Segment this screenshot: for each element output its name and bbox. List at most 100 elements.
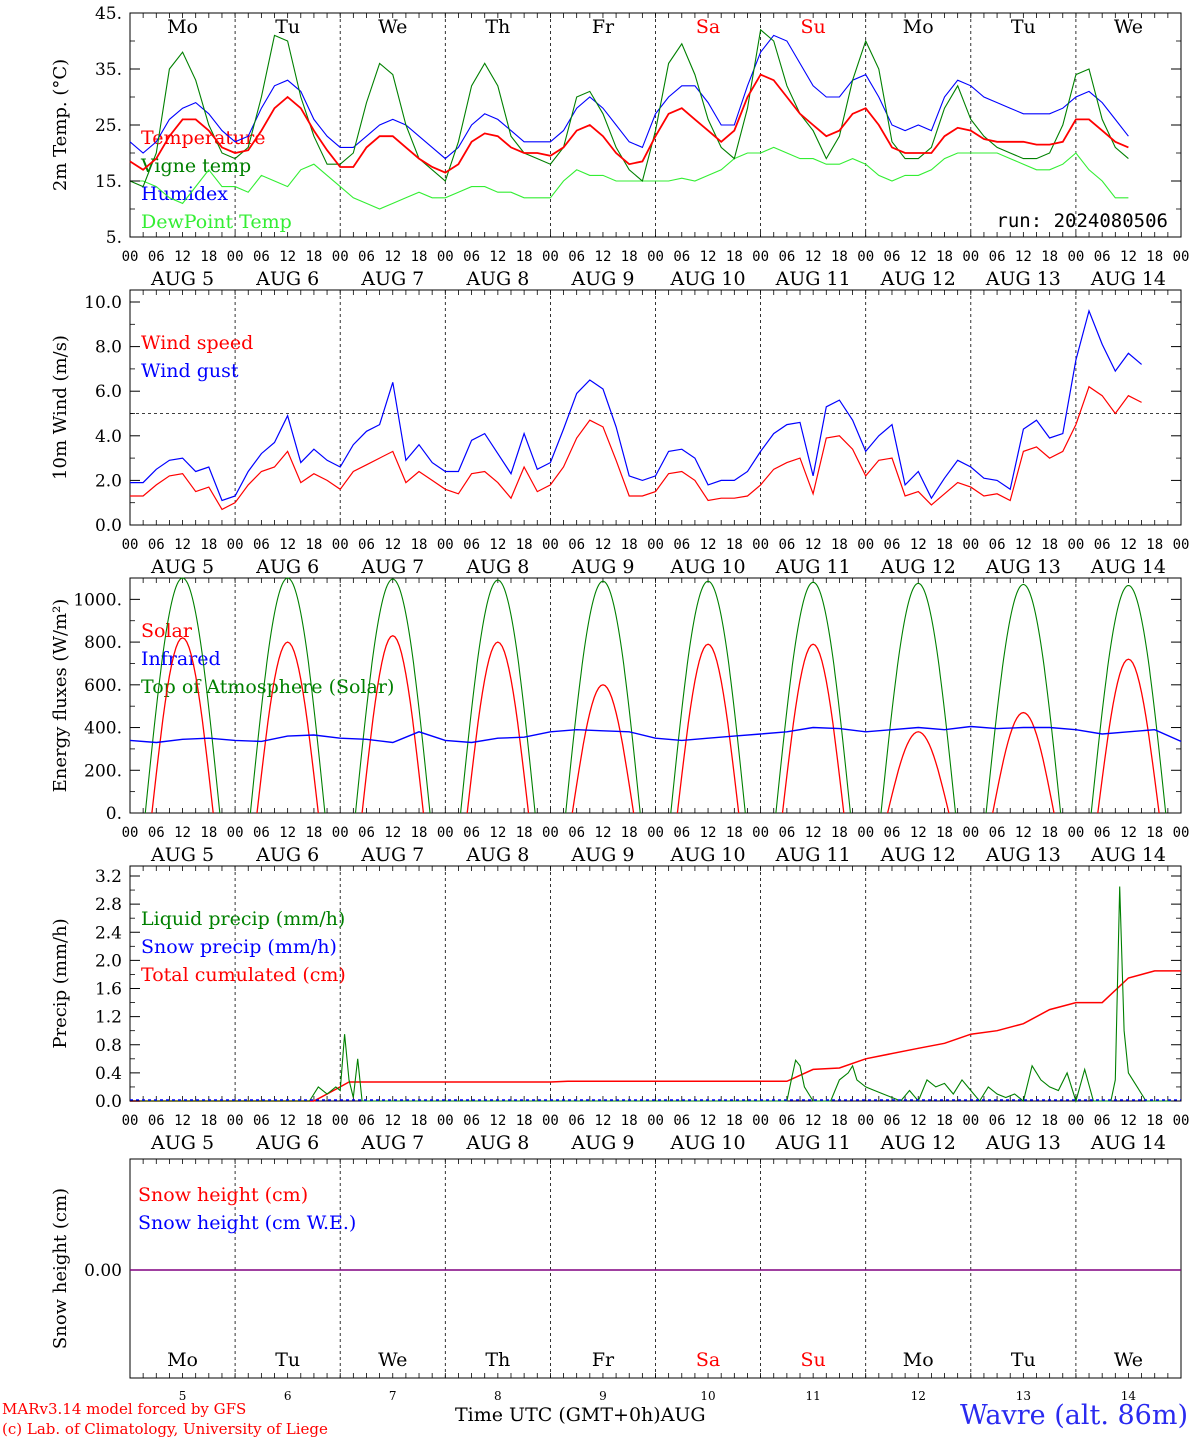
- date-label: AUG 7: [360, 844, 424, 866]
- hour-tick-label: 18: [726, 537, 743, 553]
- hour-tick-label: 00: [122, 249, 139, 265]
- date-label: AUG 12: [880, 1132, 956, 1154]
- y-tick-label: 5.: [106, 228, 122, 248]
- date-label: AUG 5: [150, 1132, 214, 1154]
- hour-tick-label: 18: [305, 249, 322, 265]
- hour-tick-label: 06: [989, 249, 1006, 265]
- hour-tick-label: 12: [489, 1113, 506, 1129]
- weekday-label: We: [1114, 16, 1143, 38]
- hour-tick-label: 06: [778, 249, 795, 265]
- precip-x-axis: 00 06 12 18 00 06 12 18 00 06 12 18 00 06 12 18 00 06 12 18…: [122, 1113, 1190, 1154]
- hour-tick-label: 18: [831, 1113, 848, 1129]
- hour-tick-label: 18: [200, 1113, 217, 1129]
- temp-series-temperature: [129, 73, 1129, 174]
- y-tick-label: 1000.: [73, 590, 122, 610]
- solar-curve: [361, 634, 425, 814]
- date-label: AUG 5: [150, 268, 214, 290]
- precip-y-ticks: 0.0 0.4 0.8 1.2 1.6 2.0 2.4 2.8 3.2: [95, 867, 1181, 1112]
- hour-tick-label: 00: [752, 537, 769, 553]
- hour-tick-label: 00: [227, 1113, 244, 1129]
- toa-solar-curve: [249, 577, 326, 814]
- date-label: AUG 10: [669, 844, 745, 866]
- hour-tick-label: 18: [1041, 249, 1058, 265]
- hour-tick-label: 00: [1067, 825, 1084, 841]
- date-label: AUG 11: [775, 844, 851, 866]
- hour-tick-label: 12: [1015, 1113, 1032, 1129]
- hour-tick-label: 00: [752, 1113, 769, 1129]
- date-label: AUG 7: [360, 1132, 424, 1154]
- toa-solar-curve: [670, 580, 746, 814]
- hour-tick-label: 12: [700, 249, 717, 265]
- y-tick-label: 6.0: [95, 382, 122, 402]
- hour-tick-label: 00: [437, 537, 454, 553]
- precip-series-liquid: [130, 886, 1181, 1103]
- infrared-series: [129, 725, 1182, 744]
- weekday-label: We: [378, 16, 407, 38]
- hour-tick-label: 00: [542, 1113, 559, 1129]
- weekday-label: We: [378, 1349, 407, 1371]
- hour-tick-label: 00: [647, 537, 664, 553]
- precip-legend-item: Liquid precip (mm/h): [141, 908, 345, 930]
- hour-tick-label: 18: [411, 825, 428, 841]
- y-tick-label: 45.: [95, 4, 122, 24]
- hour-tick-label: 12: [174, 825, 191, 841]
- y-tick-label: 600.: [84, 676, 122, 696]
- hour-tick-label: 00: [1067, 249, 1084, 265]
- hour-tick-label: 06: [1094, 537, 1111, 553]
- y-tick-label: 15.: [95, 172, 122, 192]
- date-label: AUG 6: [255, 556, 319, 578]
- hour-tick-label: 06: [884, 825, 901, 841]
- hour-tick-label: 06: [358, 249, 375, 265]
- solar-curve: [992, 711, 1055, 814]
- hour-tick-label: 18: [200, 825, 217, 841]
- hour-tick-label: 18: [621, 249, 638, 265]
- hour-tick-label: 06: [253, 249, 270, 265]
- hour-tick-label: 12: [174, 537, 191, 553]
- weekday-label: Su: [801, 1349, 826, 1371]
- y-tick-label: 1.2: [95, 1008, 122, 1028]
- date-label: AUG 10: [669, 556, 745, 578]
- hour-tick-label: 12: [700, 537, 717, 553]
- hour-tick-label: 18: [305, 825, 322, 841]
- toa-solar-curve: [460, 579, 536, 814]
- y-tick-label: 3.2: [95, 867, 122, 887]
- weekday-label: Tu: [1011, 1349, 1036, 1371]
- hour-tick-label: 12: [279, 825, 296, 841]
- wind-legend-item: Wind speed: [141, 332, 253, 354]
- hour-tick-label: 18: [1041, 1113, 1058, 1129]
- weekday-label: Mo: [903, 16, 934, 38]
- y-tick-label: 800.: [84, 633, 122, 653]
- weekday-label: Fr: [592, 16, 615, 38]
- date-label: AUG 9: [570, 268, 634, 290]
- hour-tick-label: 00: [962, 537, 979, 553]
- y-tick-label: 0.00: [84, 1261, 122, 1281]
- hour-tick-label: 00: [857, 249, 874, 265]
- hour-tick-label: 12: [595, 537, 612, 553]
- temp-frame: [129, 12, 1182, 238]
- date-label: AUG 13: [985, 844, 1061, 866]
- hour-tick-label: 12: [910, 825, 927, 841]
- hour-tick-label: 18: [726, 249, 743, 265]
- hour-tick-label: 00: [332, 249, 349, 265]
- energy-y-ticks: 0. 200. 400. 600. 800. 1000.: [73, 590, 1181, 824]
- hour-tick-label: 06: [989, 1113, 1006, 1129]
- snow-y-axis-label: Snow height (cm): [50, 1188, 71, 1349]
- hour-tick-label: 06: [778, 825, 795, 841]
- date-label: AUG 11: [775, 1132, 851, 1154]
- hour-tick-label: 18: [305, 1113, 322, 1129]
- toa-solar-curve: [354, 578, 431, 814]
- hour-tick-label: 12: [805, 249, 822, 265]
- hour-tick-label: 18: [1146, 249, 1163, 265]
- energy-x-axis: 00 06 12 18 00 06 12 18 00 06 12 18 00 06 12 18 00 06 12 18…: [122, 825, 1190, 866]
- date-label: AUG 12: [880, 268, 956, 290]
- date-label: AUG 10: [669, 1132, 745, 1154]
- hour-tick-label: 12: [384, 1113, 401, 1129]
- y-tick-label: 4.0: [95, 427, 122, 447]
- hour-tick-label: 06: [358, 825, 375, 841]
- hour-tick-label: 00: [332, 825, 349, 841]
- hour-tick-label: 06: [253, 825, 270, 841]
- hour-tick-label: 06: [463, 1113, 480, 1129]
- date-label: AUG 7: [360, 268, 424, 290]
- hour-tick-label: 00: [857, 1113, 874, 1129]
- date-label: AUG 7: [360, 556, 424, 578]
